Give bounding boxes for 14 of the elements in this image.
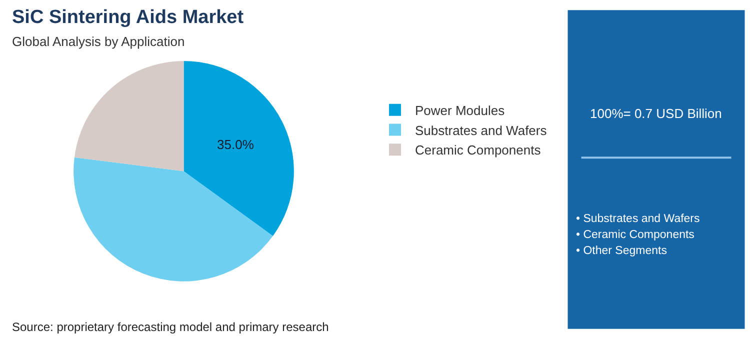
text: • Other Segments <box>576 245 668 257</box>
pie-slice <box>74 61 184 172</box>
text: • Ceramic Components <box>576 229 695 241</box>
legend-label: Substrates and Wafers <box>415 122 548 138</box>
pie-slice <box>184 61 294 236</box>
legend-label: Power Modules <box>415 102 506 118</box>
legend-label: Ceramic Components <box>415 142 542 158</box>
text: 100%= 0.7 USD Billion <box>590 106 722 121</box>
source-note: Source: proprietary forecasting model and primary research <box>12 320 329 334</box>
pie-slice <box>74 157 273 282</box>
text: • Substrates and Wafers <box>576 213 700 225</box>
chart-title: SiC Sintering Aids Market <box>12 7 244 28</box>
chart-subtitle: Global Analysis by Application <box>12 34 185 49</box>
data-label: 35.0% <box>217 137 254 152</box>
